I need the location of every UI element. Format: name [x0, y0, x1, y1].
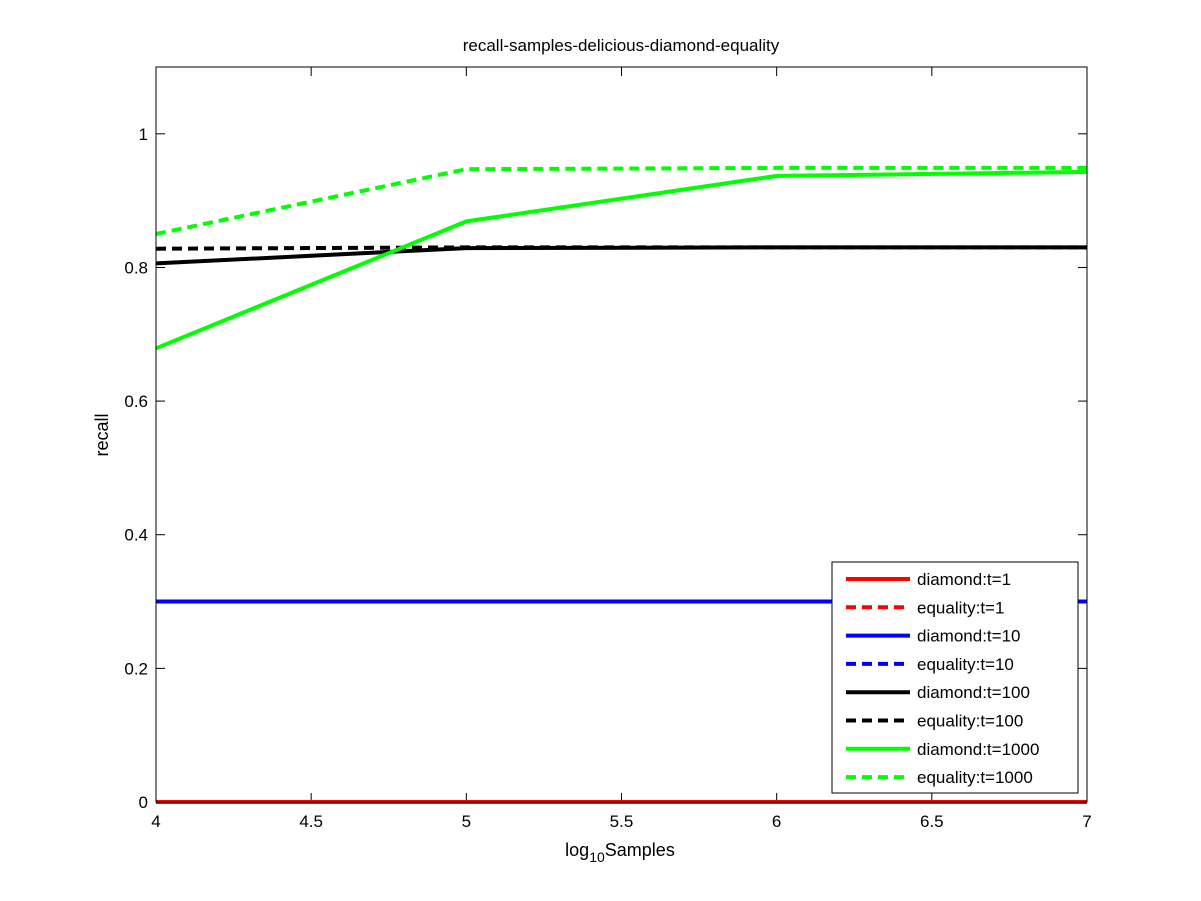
x-tick-label: 5.5 — [610, 812, 634, 831]
x-tick-label: 7 — [1082, 812, 1091, 831]
legend-label: diamond:t=1000 — [917, 740, 1039, 759]
y-tick-label: 0.2 — [124, 659, 148, 678]
legend-entry: diamond:t=10 — [846, 627, 1021, 646]
x-tick-label: 5 — [462, 812, 471, 831]
legend-entry: equality:t=100 — [846, 712, 1023, 731]
x-axis-label-prefix: log — [565, 840, 589, 860]
series-line-equality-t-100 — [155, 245, 1087, 251]
x-axis-label-suffix: Samples — [605, 840, 675, 860]
legend-entry: diamond:t=1 — [846, 570, 1011, 589]
y-tick-label: 0.8 — [124, 258, 148, 277]
axes-box — [155, 66, 1088, 803]
legend-entry: diamond:t=100 — [846, 683, 1030, 702]
x-tick-label: 6 — [772, 812, 781, 831]
series-line-diamond-t-1000 — [155, 169, 1088, 351]
x-tick-label: 4.5 — [299, 812, 323, 831]
legend-label: diamond:t=10 — [917, 627, 1021, 646]
legend-items: diamond:t=1 equality:t=1 diamond:t=10 equal… — [846, 570, 1039, 787]
legend-label: equality:t=1 — [917, 598, 1004, 617]
legend-label: equality:t=1000 — [917, 768, 1033, 787]
x-axis-ticks: 4 4.5 5 5.5 6 6.5 7 — [151, 67, 1092, 831]
y-axis-label: recall — [92, 413, 112, 456]
x-tick-label: 6.5 — [920, 812, 944, 831]
y-tick-label: 0.6 — [124, 392, 148, 411]
legend-entry: equality:t=1000 — [846, 768, 1033, 787]
x-axis-label-subscript: 10 — [589, 849, 605, 865]
y-tick-label: 0.4 — [124, 526, 148, 545]
legend-label: equality:t=10 — [917, 655, 1014, 674]
y-axis-ticks: 0 0.2 0.4 0.6 0.8 1 — [124, 125, 1087, 812]
legend-entry: diamond:t=1000 — [846, 740, 1039, 759]
legend-entry: equality:t=1 — [846, 598, 1004, 617]
legend-entry: equality:t=10 — [846, 655, 1014, 674]
x-axis-label: log10Samples — [565, 840, 675, 865]
y-tick-label: 1 — [139, 125, 148, 144]
series-line-equality-t-1000 — [155, 165, 1087, 236]
legend-box — [831, 561, 1079, 794]
y-tick-label: 0 — [139, 793, 148, 812]
legend-label: equality:t=100 — [917, 712, 1023, 731]
legend-label: diamond:t=100 — [917, 683, 1030, 702]
x-tick-label: 4 — [151, 812, 160, 831]
chart-title: recall-samples-delicious-diamond-equalit… — [463, 36, 780, 55]
legend: diamond:t=1 equality:t=1 diamond:t=10 equal… — [831, 561, 1079, 794]
legend-label: diamond:t=1 — [917, 570, 1011, 589]
